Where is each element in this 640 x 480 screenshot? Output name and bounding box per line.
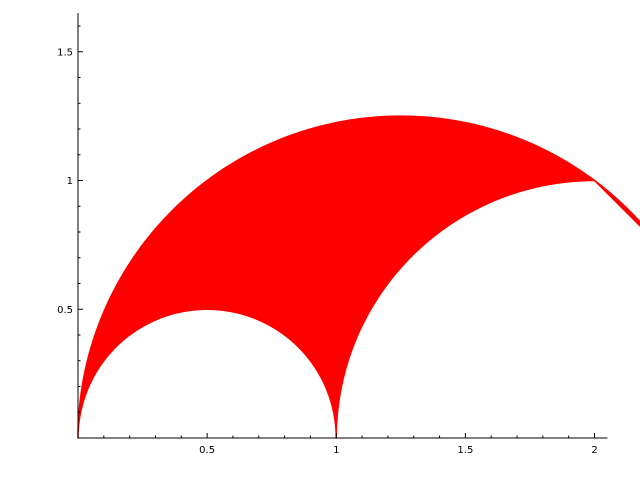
x-tick-label: 1.5	[457, 445, 473, 456]
filled-region	[77, 115, 640, 439]
y-tick-label: 1	[67, 176, 73, 187]
axis-ticks	[78, 25, 595, 438]
axes	[77, 13, 608, 439]
y-tick-label: 0.5	[57, 305, 73, 316]
filled-region-layer	[77, 115, 640, 439]
x-tick-label: 2	[591, 445, 597, 456]
tick-labels: 0.5 1 1.5 2 0.5 1 1.5	[57, 47, 598, 456]
x-tick-label: 0.5	[199, 445, 215, 456]
x-tick-label: 1	[333, 445, 339, 456]
y-tick-label: 1.5	[57, 47, 73, 58]
